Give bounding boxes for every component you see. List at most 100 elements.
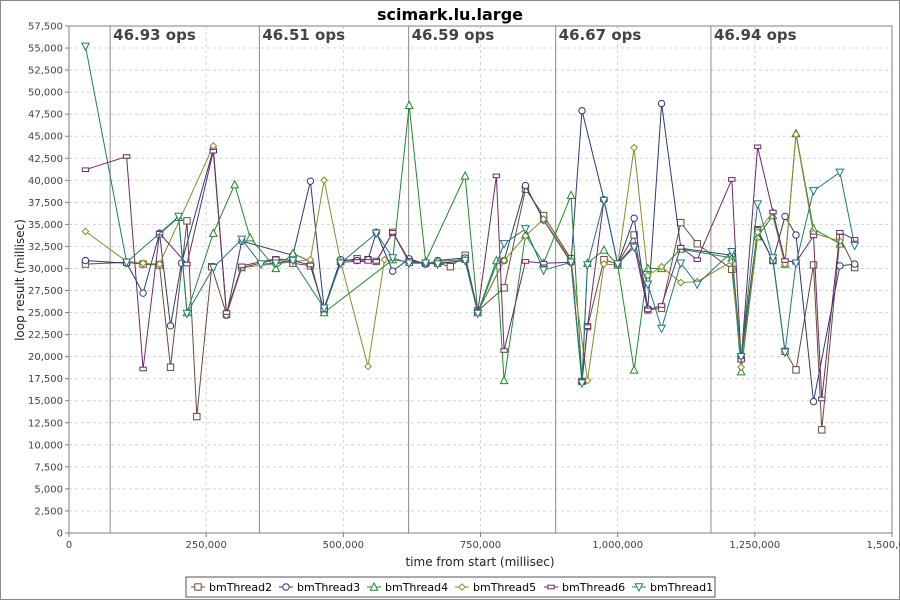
data-point bbox=[404, 259, 414, 269]
data-point bbox=[372, 259, 380, 264]
y-tick-label: 50,000 bbox=[28, 88, 63, 99]
data-point bbox=[792, 231, 800, 239]
data-point bbox=[835, 168, 845, 178]
legend-swatch-marker bbox=[458, 583, 466, 591]
data-point bbox=[676, 278, 685, 287]
y-tick-label: 42,500 bbox=[28, 154, 63, 165]
y-tick-label: 20,000 bbox=[28, 352, 63, 363]
data-point bbox=[500, 256, 508, 265]
data-point bbox=[577, 379, 587, 389]
y-tick-label: 27,500 bbox=[28, 286, 63, 297]
data-point bbox=[421, 259, 431, 269]
y-tick-label: 17,500 bbox=[28, 374, 63, 385]
data-point bbox=[520, 225, 531, 234]
data-point bbox=[222, 310, 231, 315]
data-point bbox=[657, 303, 666, 308]
data-point bbox=[81, 167, 90, 173]
phase-label: 46.94 ops bbox=[714, 26, 797, 44]
x-tick-label: 0 bbox=[66, 540, 72, 551]
data-point bbox=[736, 366, 746, 376]
y-tick-label: 12,500 bbox=[28, 418, 63, 429]
data-point bbox=[364, 259, 372, 264]
data-point bbox=[677, 245, 685, 250]
data-point bbox=[578, 106, 586, 115]
plot-border bbox=[68, 25, 893, 534]
data-point bbox=[380, 255, 389, 264]
data-point bbox=[835, 237, 844, 246]
data-point bbox=[657, 262, 666, 271]
data-point bbox=[306, 177, 315, 185]
data-point bbox=[643, 280, 653, 290]
legend-swatch-marker bbox=[634, 583, 644, 593]
data-point bbox=[364, 362, 372, 371]
data-point bbox=[288, 256, 298, 266]
y-tick-label: 52,500 bbox=[28, 66, 63, 77]
data-point bbox=[460, 170, 470, 180]
legend-label: bmThread3 bbox=[297, 581, 360, 594]
data-point bbox=[388, 254, 398, 263]
data-point bbox=[809, 187, 819, 196]
legend: bmThread2 bmThread3 bmThread4 bmThread5 bmTh… bbox=[185, 576, 716, 598]
data-point bbox=[81, 256, 90, 265]
data-point bbox=[499, 240, 509, 249]
data-point bbox=[836, 262, 844, 270]
data-point bbox=[836, 230, 844, 235]
data-point bbox=[850, 241, 860, 251]
data-point bbox=[630, 214, 638, 222]
data-point bbox=[183, 261, 191, 267]
data-point bbox=[791, 259, 801, 269]
data-point bbox=[193, 412, 201, 421]
x-tick-label: 750,000 bbox=[460, 540, 501, 551]
phase-label: 46.51 ops bbox=[262, 26, 345, 44]
legend-swatch-marker bbox=[282, 583, 290, 591]
legend-swatch-marker bbox=[369, 581, 379, 591]
data-point bbox=[809, 233, 818, 239]
data-point bbox=[582, 261, 593, 271]
legend-label: bmThread2 bbox=[209, 581, 272, 594]
phase-label: 46.59 ops bbox=[412, 26, 495, 44]
data-point bbox=[781, 212, 789, 221]
data-point bbox=[139, 259, 147, 268]
y-tick-label: 47,500 bbox=[28, 110, 63, 121]
data-point bbox=[644, 307, 652, 313]
data-point bbox=[792, 130, 800, 139]
data-point bbox=[245, 232, 255, 242]
legend-label: bmThread5 bbox=[473, 581, 536, 594]
data-point bbox=[736, 352, 746, 362]
chart-title: scimark.lu.large bbox=[377, 5, 523, 24]
legend-label: bmThread4 bbox=[385, 581, 448, 594]
data-point bbox=[583, 324, 592, 329]
data-point bbox=[155, 260, 164, 268]
data-point bbox=[183, 217, 191, 225]
data-point bbox=[599, 244, 609, 254]
data-point bbox=[600, 260, 608, 268]
data-point bbox=[629, 243, 639, 253]
data-point bbox=[753, 228, 762, 237]
data-point bbox=[728, 177, 736, 182]
data-point bbox=[389, 267, 397, 275]
data-point bbox=[271, 259, 281, 269]
data-point bbox=[139, 366, 147, 372]
y-tick-label: 37,500 bbox=[28, 198, 63, 209]
y-tick-label: 22,500 bbox=[28, 330, 63, 341]
y-tick-label: 32,500 bbox=[28, 242, 63, 253]
data-point bbox=[371, 229, 381, 239]
data-point bbox=[566, 190, 576, 199]
data-point bbox=[256, 260, 266, 270]
data-point bbox=[353, 259, 361, 264]
data-point bbox=[693, 240, 701, 248]
data-point bbox=[306, 262, 315, 268]
y-tick-label: 15,000 bbox=[28, 396, 63, 407]
data-point bbox=[818, 396, 826, 402]
y-tick-label: 10,000 bbox=[28, 440, 63, 451]
data-point bbox=[692, 280, 702, 290]
y-tick-label: 57,500 bbox=[28, 22, 63, 33]
y-tick-label: 30,000 bbox=[28, 264, 63, 275]
data-point bbox=[174, 212, 184, 222]
y-tick-label: 2,500 bbox=[34, 506, 63, 517]
data-point bbox=[182, 309, 192, 319]
data-point bbox=[80, 42, 90, 52]
y-tick-label: 5,000 bbox=[34, 484, 63, 495]
y-tick-label: 55,000 bbox=[28, 44, 63, 55]
